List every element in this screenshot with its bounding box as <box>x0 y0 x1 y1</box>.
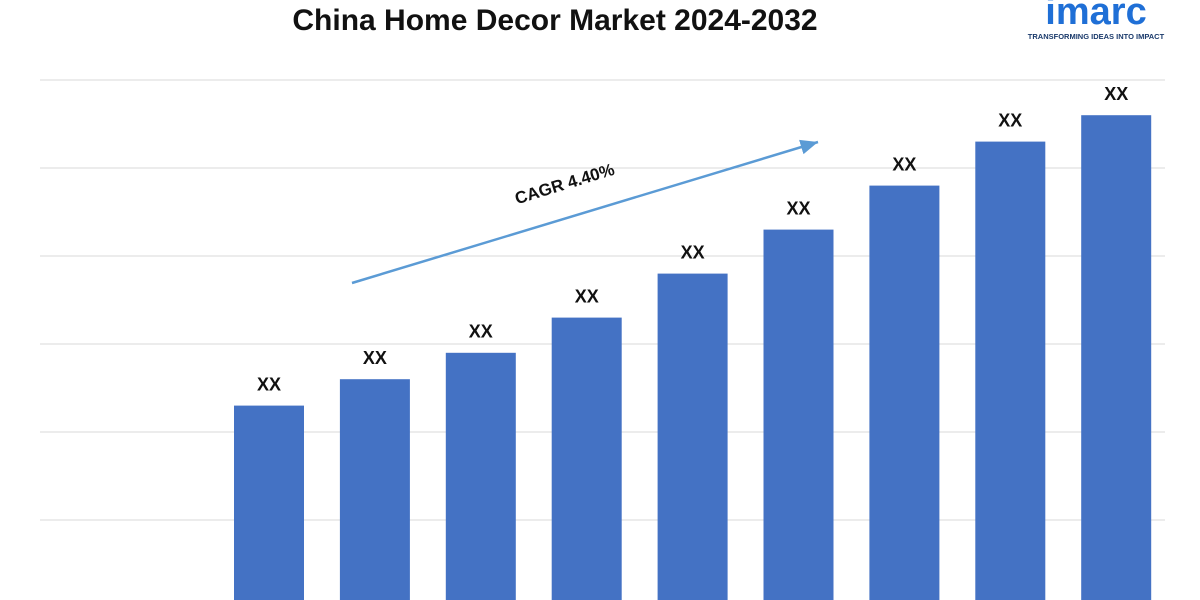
value-label: XX <box>786 198 810 218</box>
annotation: CAGR 4.40% <box>513 160 617 208</box>
bar <box>657 273 728 600</box>
bars: XX XX XX XX XX XX XX XX XX <box>234 84 1152 600</box>
value-label: XX <box>257 374 281 394</box>
cagr-arrow <box>351 139 819 285</box>
value-label: XX <box>892 154 916 174</box>
bar <box>975 141 1046 600</box>
value-label: XX <box>998 110 1022 130</box>
value-label: XX <box>469 322 493 342</box>
value-label: XX <box>575 286 599 306</box>
bar <box>339 379 410 600</box>
bar <box>234 405 304 600</box>
bar <box>869 185 940 600</box>
logo-tagline: TRANSFORMING IDEAS INTO IMPACT <box>1028 32 1165 41</box>
chart-title: China Home Decor Market 2024-2032 <box>292 4 817 37</box>
bar <box>763 229 834 600</box>
value-label: XX <box>363 348 387 368</box>
value-label: XX <box>1104 84 1128 104</box>
bar <box>1081 115 1152 600</box>
value-label: XX <box>681 242 705 262</box>
bar <box>551 317 622 600</box>
logo-name: imarc <box>1045 0 1146 33</box>
bar <box>445 352 516 600</box>
